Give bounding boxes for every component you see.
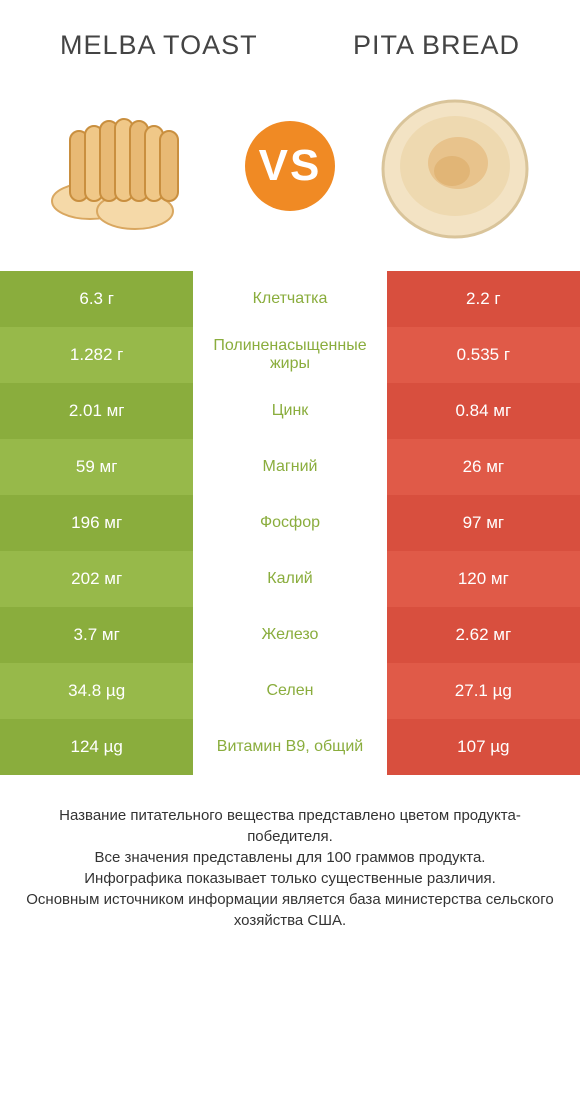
- right-value: 26 мг: [387, 439, 580, 495]
- vs-badge: VS: [245, 121, 335, 211]
- left-value: 2.01 мг: [0, 383, 193, 439]
- footer-line: Инфографика показывает только существенн…: [20, 868, 560, 889]
- images-row: VS: [0, 71, 580, 271]
- footer-notes: Название питательного вещества представл…: [0, 775, 580, 931]
- table-row: 3.7 мгЖелезо2.62 мг: [0, 607, 580, 663]
- right-value: 107 µg: [387, 719, 580, 775]
- footer-line: Основным источником информации является …: [20, 889, 560, 931]
- left-value: 59 мг: [0, 439, 193, 495]
- left-value: 196 мг: [0, 495, 193, 551]
- nutrient-label: Витамин B9, общий: [193, 719, 386, 775]
- right-value: 2.2 г: [387, 271, 580, 327]
- table-row: 196 мгФосфор97 мг: [0, 495, 580, 551]
- nutrient-label: Магний: [193, 439, 386, 495]
- footer-line: Название питательного вещества представл…: [20, 805, 560, 847]
- left-value: 3.7 мг: [0, 607, 193, 663]
- right-value: 2.62 мг: [387, 607, 580, 663]
- right-value: 120 мг: [387, 551, 580, 607]
- nutrient-label: Фосфор: [193, 495, 386, 551]
- table-row: 1.282 гПолиненасыщенные жиры0.535 г: [0, 327, 580, 383]
- table-row: 202 мгКалий120 мг: [0, 551, 580, 607]
- right-value: 97 мг: [387, 495, 580, 551]
- right-value: 0.84 мг: [387, 383, 580, 439]
- right-value: 0.535 г: [387, 327, 580, 383]
- nutrition-table: 6.3 гКлетчатка2.2 г1.282 гПолиненасыщенн…: [0, 271, 580, 775]
- nutrient-label: Полиненасыщенные жиры: [193, 327, 386, 383]
- left-value: 202 мг: [0, 551, 193, 607]
- left-product-title: MELBA TOAST: [60, 30, 258, 61]
- right-product-title: PITA BREAD: [353, 30, 520, 61]
- table-row: 59 мгМагний26 мг: [0, 439, 580, 495]
- nutrient-label: Железо: [193, 607, 386, 663]
- melba-toast-icon: [40, 81, 210, 251]
- comparison-header: MELBA TOAST PITA BREAD: [0, 0, 580, 71]
- table-row: 34.8 µgСелен27.1 µg: [0, 663, 580, 719]
- nutrient-label: Селен: [193, 663, 386, 719]
- table-row: 124 µgВитамин B9, общий107 µg: [0, 719, 580, 775]
- nutrient-label: Клетчатка: [193, 271, 386, 327]
- left-value: 34.8 µg: [0, 663, 193, 719]
- right-value: 27.1 µg: [387, 663, 580, 719]
- vs-label: VS: [259, 141, 322, 191]
- pita-bread-icon: [370, 81, 540, 251]
- nutrient-label: Калий: [193, 551, 386, 607]
- table-row: 2.01 мгЦинк0.84 мг: [0, 383, 580, 439]
- footer-line: Все значения представлены для 100 граммо…: [20, 847, 560, 868]
- left-value: 1.282 г: [0, 327, 193, 383]
- table-row: 6.3 гКлетчатка2.2 г: [0, 271, 580, 327]
- nutrient-label: Цинк: [193, 383, 386, 439]
- left-value: 6.3 г: [0, 271, 193, 327]
- left-value: 124 µg: [0, 719, 193, 775]
